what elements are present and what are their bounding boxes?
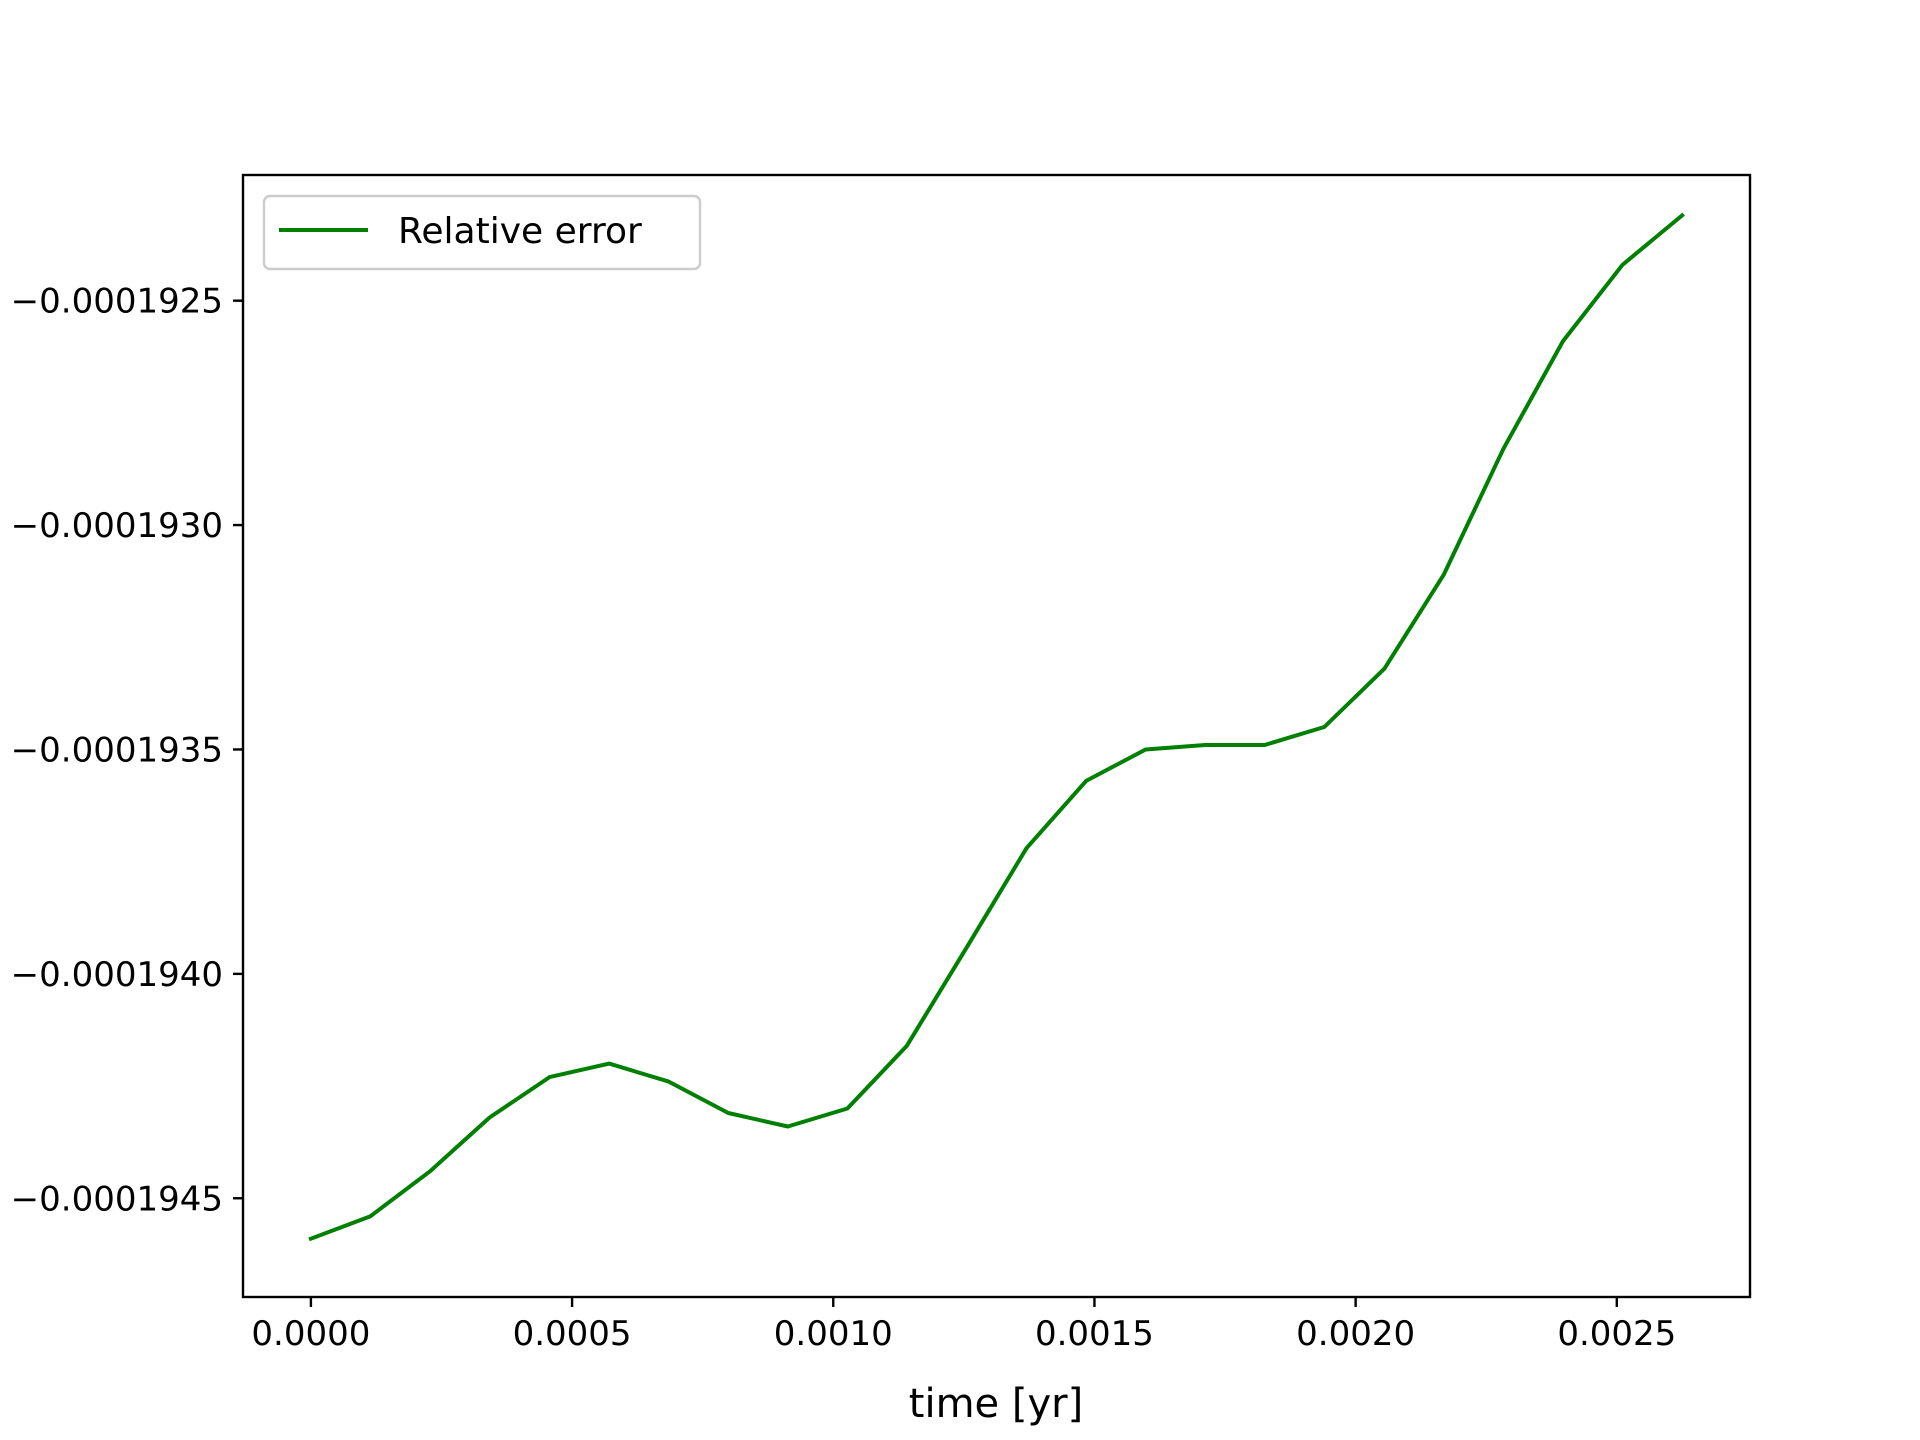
plot-area-background bbox=[243, 175, 1750, 1297]
x-tick-label: 0.0000 bbox=[251, 1314, 370, 1354]
y-tick-label: −0.0001930 bbox=[11, 506, 223, 546]
y-tick-label: −0.0001945 bbox=[11, 1179, 223, 1219]
series-line-relative-error bbox=[308, 212, 1685, 1242]
y-tick-label: −0.0001940 bbox=[11, 955, 223, 995]
y-tick-label: −0.0001925 bbox=[11, 282, 223, 322]
x-axis-ticks: 0.0000 0.0005 0.0010 0.0015 0.0020 0.0025 bbox=[251, 1297, 1676, 1354]
legend: Relative error bbox=[262, 194, 702, 271]
x-tick-label: 0.0020 bbox=[1296, 1314, 1415, 1354]
legend-label: Relative error bbox=[398, 211, 642, 252]
x-axis-label: time [yr] bbox=[909, 1381, 1083, 1427]
y-axis-ticks: −0.0001925 −0.0001930 −0.0001935 −0.0001940… bbox=[11, 282, 243, 1219]
x-tick-label: 0.0005 bbox=[513, 1314, 632, 1354]
x-tick-label: 0.0015 bbox=[1035, 1314, 1154, 1354]
series-layer bbox=[308, 212, 1685, 1242]
plot-frame bbox=[241, 173, 1752, 1299]
legend-box bbox=[262, 194, 702, 271]
x-tick-label: 0.0010 bbox=[774, 1314, 893, 1354]
y-tick-label: −0.0001935 bbox=[11, 730, 223, 770]
x-tick-label: 0.0025 bbox=[1557, 1314, 1676, 1354]
